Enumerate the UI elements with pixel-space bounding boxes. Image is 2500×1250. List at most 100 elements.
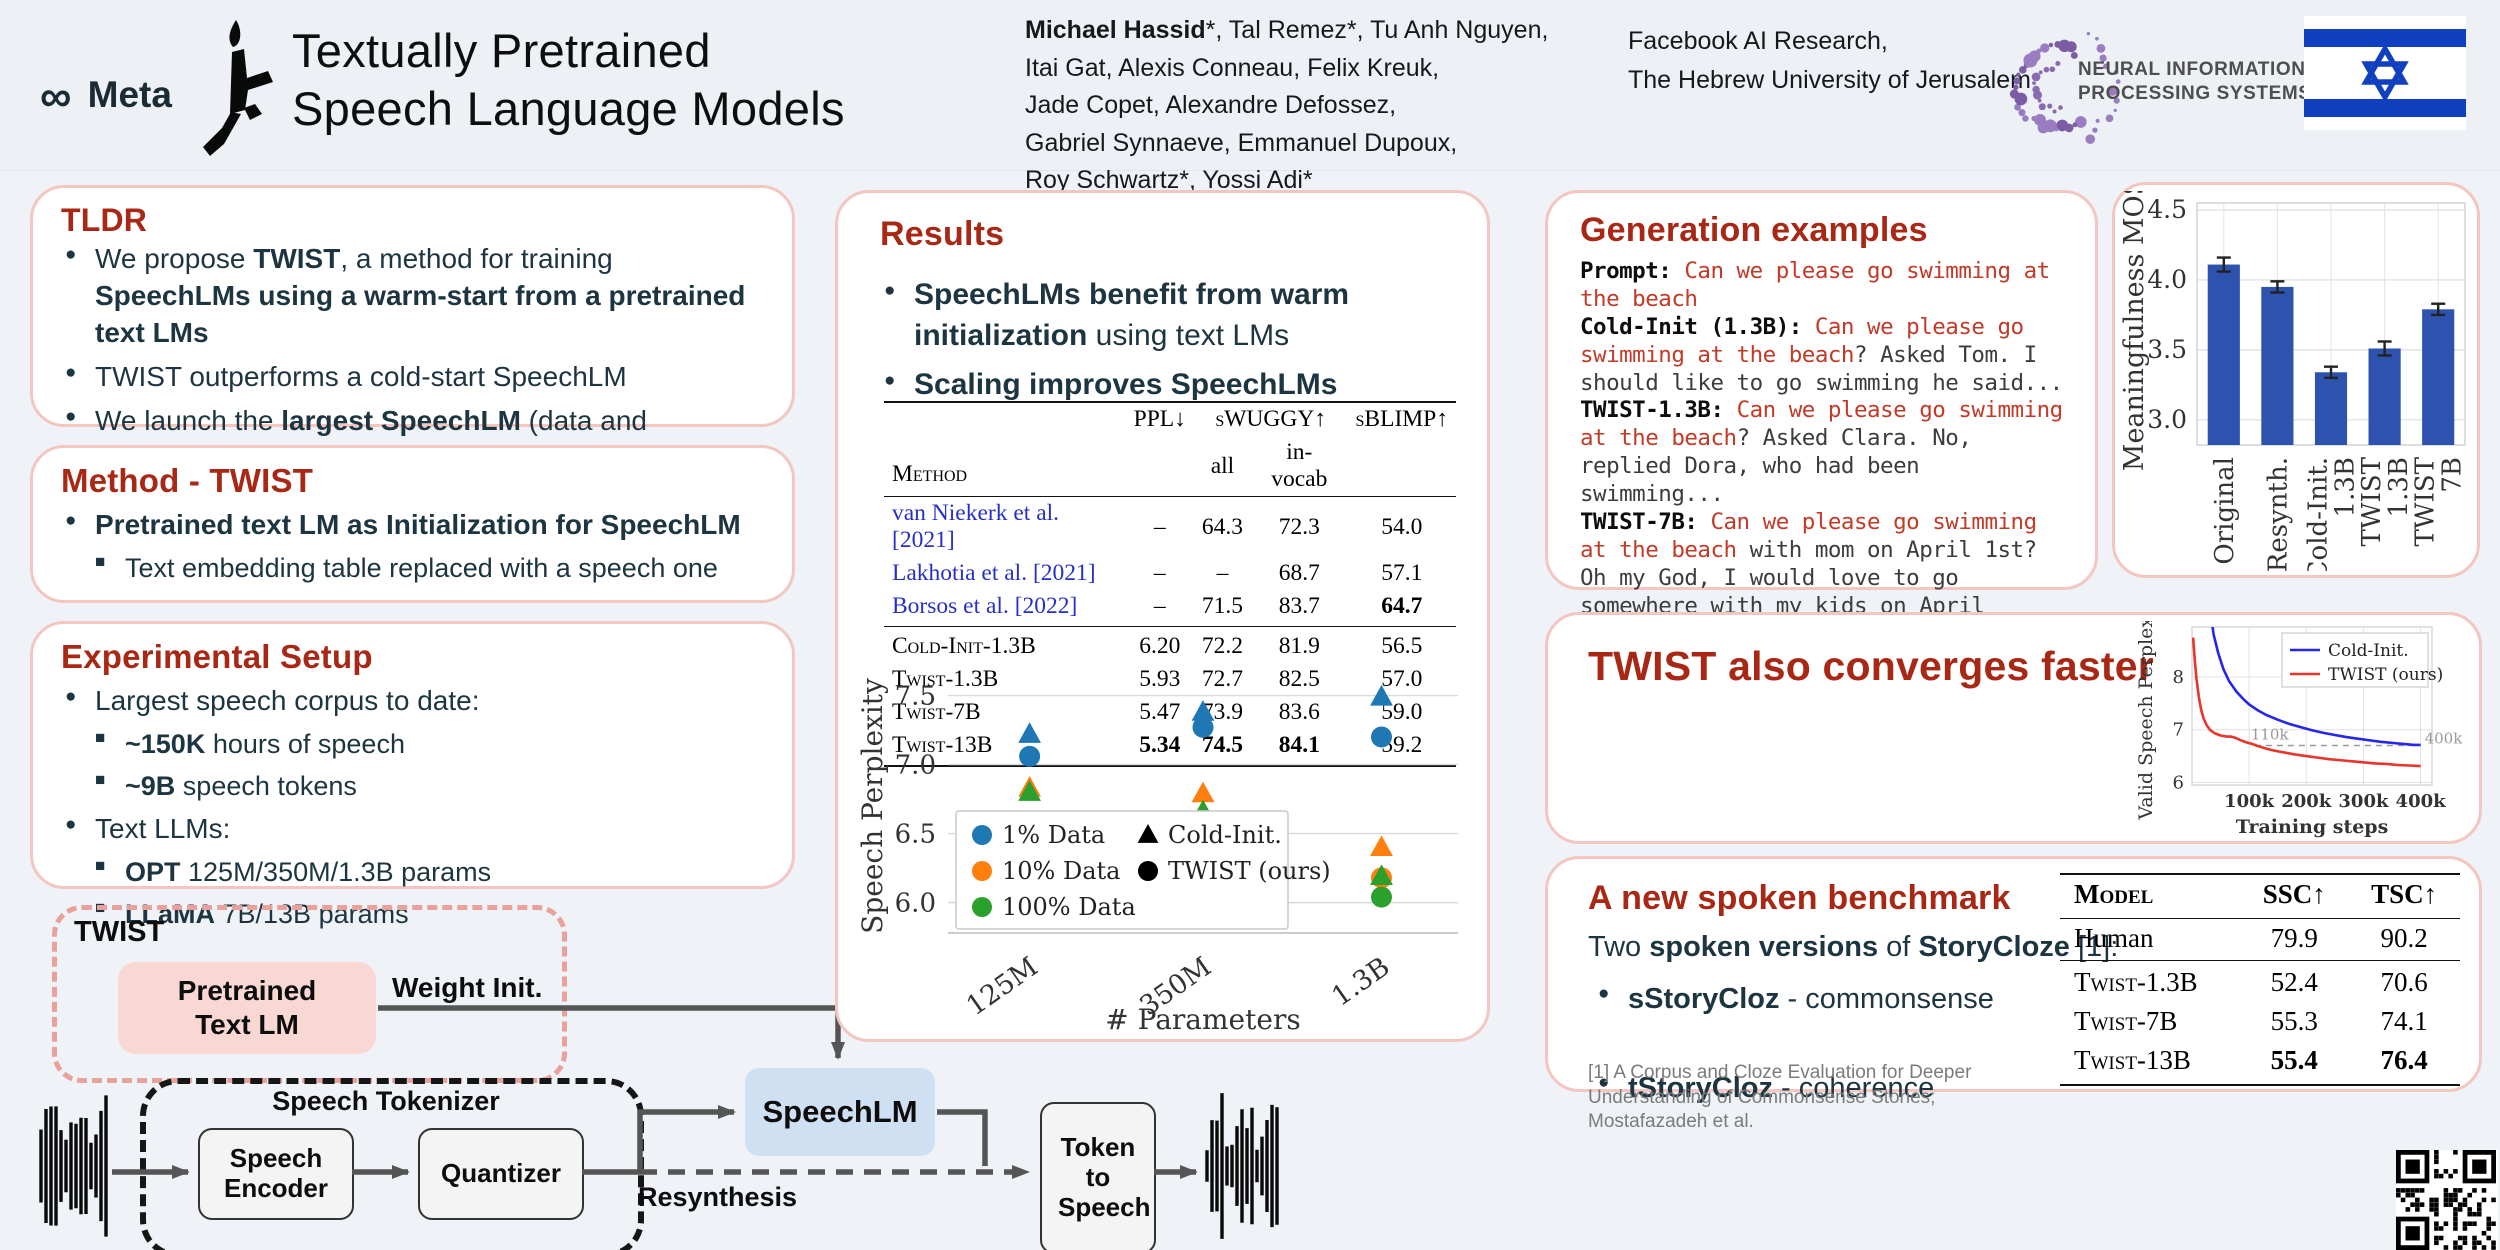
table-cell: 74.1 bbox=[2380, 1006, 2428, 1036]
col-model: Model bbox=[2074, 879, 2154, 909]
table-cell: Twist-13B bbox=[2060, 1041, 2241, 1086]
neurips-logo-icon bbox=[2009, 31, 2121, 144]
generation-box: Generation examples Prompt: Can we pleas… bbox=[1545, 190, 2098, 647]
table-cell: 57.1 bbox=[1381, 560, 1423, 587]
svg-text:125M: 125M bbox=[961, 951, 1044, 1022]
quantizer-node: Quantizer bbox=[418, 1128, 584, 1220]
tldr-bullet: We launch the largest SpeechLM (data and… bbox=[61, 403, 764, 477]
weight-init-label: Weight Init. bbox=[392, 972, 543, 1003]
svg-text:Training steps: Training steps bbox=[2236, 816, 2389, 838]
gen-prompt-echo: Can we please go swimming at the beach bbox=[1580, 509, 2037, 563]
affiliation-line: Facebook AI Research, bbox=[1628, 27, 1888, 55]
table-cell: – bbox=[1125, 590, 1194, 628]
table-cell: Human bbox=[2060, 918, 2241, 961]
results-table-header: Method PPL↓ sWUGGY↑ sBLIMP↑ all in-vocab bbox=[884, 402, 1456, 497]
col-tsc: TSC↑ bbox=[2371, 879, 2438, 909]
svg-text:6.5: 6.5 bbox=[895, 820, 936, 850]
output-waveform-icon bbox=[1205, 1093, 1279, 1239]
pretrained-text-lm-label: Pretrained Text LM bbox=[177, 975, 317, 1040]
table-cell: 79.9 bbox=[2240, 918, 2349, 961]
table-cell: 72.7 bbox=[1201, 666, 1244, 693]
speech-tokenizer-label: Speech Tokenizer bbox=[272, 1086, 500, 1116]
table-cell: 5.93 bbox=[1139, 666, 1181, 693]
table-cell: 72.3 bbox=[1278, 513, 1320, 540]
token-to-speech-label: Token to Speech bbox=[1058, 1132, 1151, 1222]
input-waveform-icon bbox=[39, 1095, 108, 1237]
table-cell: 6.20 bbox=[1139, 633, 1181, 660]
setup-bullet: Largest speech corpus to date: bbox=[61, 683, 764, 720]
svg-text:TWIST (ours): TWIST (ours) bbox=[2328, 665, 2443, 685]
svg-text:Resynth.: Resynth. bbox=[2263, 457, 2293, 571]
table-cell: 55.4 bbox=[2240, 1041, 2349, 1086]
table-cell: 76.4 bbox=[2348, 1041, 2460, 1086]
svg-text:6: 6 bbox=[2173, 772, 2184, 793]
svg-text:7B: 7B bbox=[2438, 457, 2468, 493]
table-row: Twist-7B 55.3 74.1 bbox=[2060, 1002, 2460, 1041]
author-line: Roy Schwartz*, Yossi Adi* bbox=[1025, 166, 1313, 194]
table-cell: Lakhotia et al. [2021] bbox=[892, 560, 1096, 587]
method-heading: Method - TWIST bbox=[61, 462, 314, 499]
col-sblimp: sBLIMP↑ bbox=[1355, 406, 1448, 432]
table-row: Twist-1.3B 5.93 72.7 82.5 57.0 bbox=[884, 663, 1456, 696]
col-swuggy-invocab: in-vocab bbox=[1271, 439, 1328, 493]
tldr-heading: TLDR bbox=[61, 202, 148, 238]
twist-frame-label: TWIST bbox=[74, 916, 165, 948]
author-line: Jade Copet, Alexandre Defossez, bbox=[1025, 91, 1397, 119]
table-cell: 71.5 bbox=[1193, 590, 1252, 628]
table-row: Cold-Init-1.3B 6.20 72.2 81.9 56.5 bbox=[884, 627, 1456, 664]
table-cell: 82.5 bbox=[1278, 666, 1320, 693]
table-cell: 90.2 bbox=[2348, 918, 2460, 961]
author-line: Gabriel Synnaeve, Emmanuel Dupoux, bbox=[1025, 128, 1458, 157]
meta-infinity-icon: ∞ bbox=[40, 72, 72, 121]
table-cell: 5.34 bbox=[1125, 729, 1194, 768]
svg-text:Valid Speech Perplexity: Valid Speech Perplexity bbox=[2136, 621, 2157, 821]
poster-title-line2: Speech Language Models bbox=[292, 82, 845, 136]
table-cell: van Niekerk et al. [2021] bbox=[892, 500, 1060, 554]
svg-text:400k: 400k bbox=[2425, 730, 2464, 748]
col-method: Method bbox=[892, 461, 968, 488]
generation-examples: Prompt: Can we please go swimming at the… bbox=[1580, 258, 2063, 648]
table-cell: 83.7 bbox=[1251, 590, 1348, 628]
setup-bullet: Text LLMs: bbox=[61, 811, 764, 848]
gen-prompt-echo: Can we please go swimming at the beach bbox=[1580, 313, 2024, 368]
speech-encoder-label: Speech Encoder bbox=[223, 1143, 329, 1203]
convergence-box: TWIST also converges faster 6 7 8 100k 200k 3… bbox=[1545, 612, 2482, 844]
tldr-bullet: We propose TWIST, a method for training … bbox=[61, 241, 764, 352]
qr-code bbox=[2396, 1150, 2498, 1250]
table-cell: – bbox=[1216, 560, 1229, 587]
method-box: Method - TWIST Pretrained text LM as Ini… bbox=[30, 445, 795, 603]
svg-text:Cold-Init.: Cold-Init. bbox=[2328, 641, 2409, 661]
token-to-speech-node: Token to Speech bbox=[1040, 1102, 1156, 1250]
svg-text:6.0: 6.0 bbox=[895, 889, 936, 919]
setup-sub-bullet: ~9B speech tokens bbox=[89, 769, 764, 804]
results-table: Method PPL↓ sWUGGY↑ sBLIMP↑ all in-vocab… bbox=[884, 401, 1456, 768]
author-line: Michael Hassid*, Tal Remez*, Tu Anh Nguy… bbox=[1025, 16, 1549, 44]
affiliation: Facebook AI Research, The Hebrew Univers… bbox=[1628, 22, 2031, 100]
benchmark-bullet: tStoryCloz - coherence bbox=[1594, 1069, 2500, 1107]
setup-sub-bullet: ~150K hours of speech bbox=[89, 727, 764, 762]
results-bullet: Scaling improves SpeechLMs bbox=[880, 364, 1440, 405]
setup-sub-bullet: OPT 125M/350M/1.3B params bbox=[89, 855, 764, 890]
twist-dancer-icon bbox=[203, 20, 273, 156]
author-line: Itai Gat, Alexis Conneau, Felix Kreuk, bbox=[1025, 53, 1440, 82]
method-bullet: Pretrained text LM as Initialization for… bbox=[61, 507, 764, 544]
svg-text:200k: 200k bbox=[2281, 791, 2332, 812]
table-cell: – bbox=[1153, 513, 1166, 540]
results-box: Results SpeechLMs benefit from warm init… bbox=[835, 190, 1490, 1042]
svg-text:1.3B: 1.3B bbox=[1326, 951, 1395, 1012]
neurips-text-line1: NEURAL INFORMATION bbox=[2078, 59, 2306, 80]
svg-text:8: 8 bbox=[2173, 667, 2184, 688]
meta-logo-label: Meta bbox=[87, 74, 172, 115]
results-table-body: van Niekerk et al. [2021] – 64.3 72.3 54.0 La… bbox=[884, 497, 1456, 768]
svg-text:7.0: 7.0 bbox=[895, 751, 936, 781]
svg-text:TWIST (ours): TWIST (ours) bbox=[1168, 857, 1331, 885]
table-cell: 68.7 bbox=[1278, 560, 1320, 587]
svg-text:4.5: 4.5 bbox=[2147, 195, 2187, 224]
gen-label: Cold-Init (1.3B): bbox=[1580, 313, 1815, 340]
table-cell: 81.9 bbox=[1278, 633, 1320, 660]
svg-text:3.0: 3.0 bbox=[2147, 405, 2187, 434]
gen-prompt-echo: Can we please go swimming at the beach bbox=[1580, 397, 2063, 452]
table-cell: Twist-1.3B bbox=[892, 666, 999, 693]
table-row: Borsos et al. [2022] –71.5 83.7 64.7 bbox=[884, 590, 1456, 628]
